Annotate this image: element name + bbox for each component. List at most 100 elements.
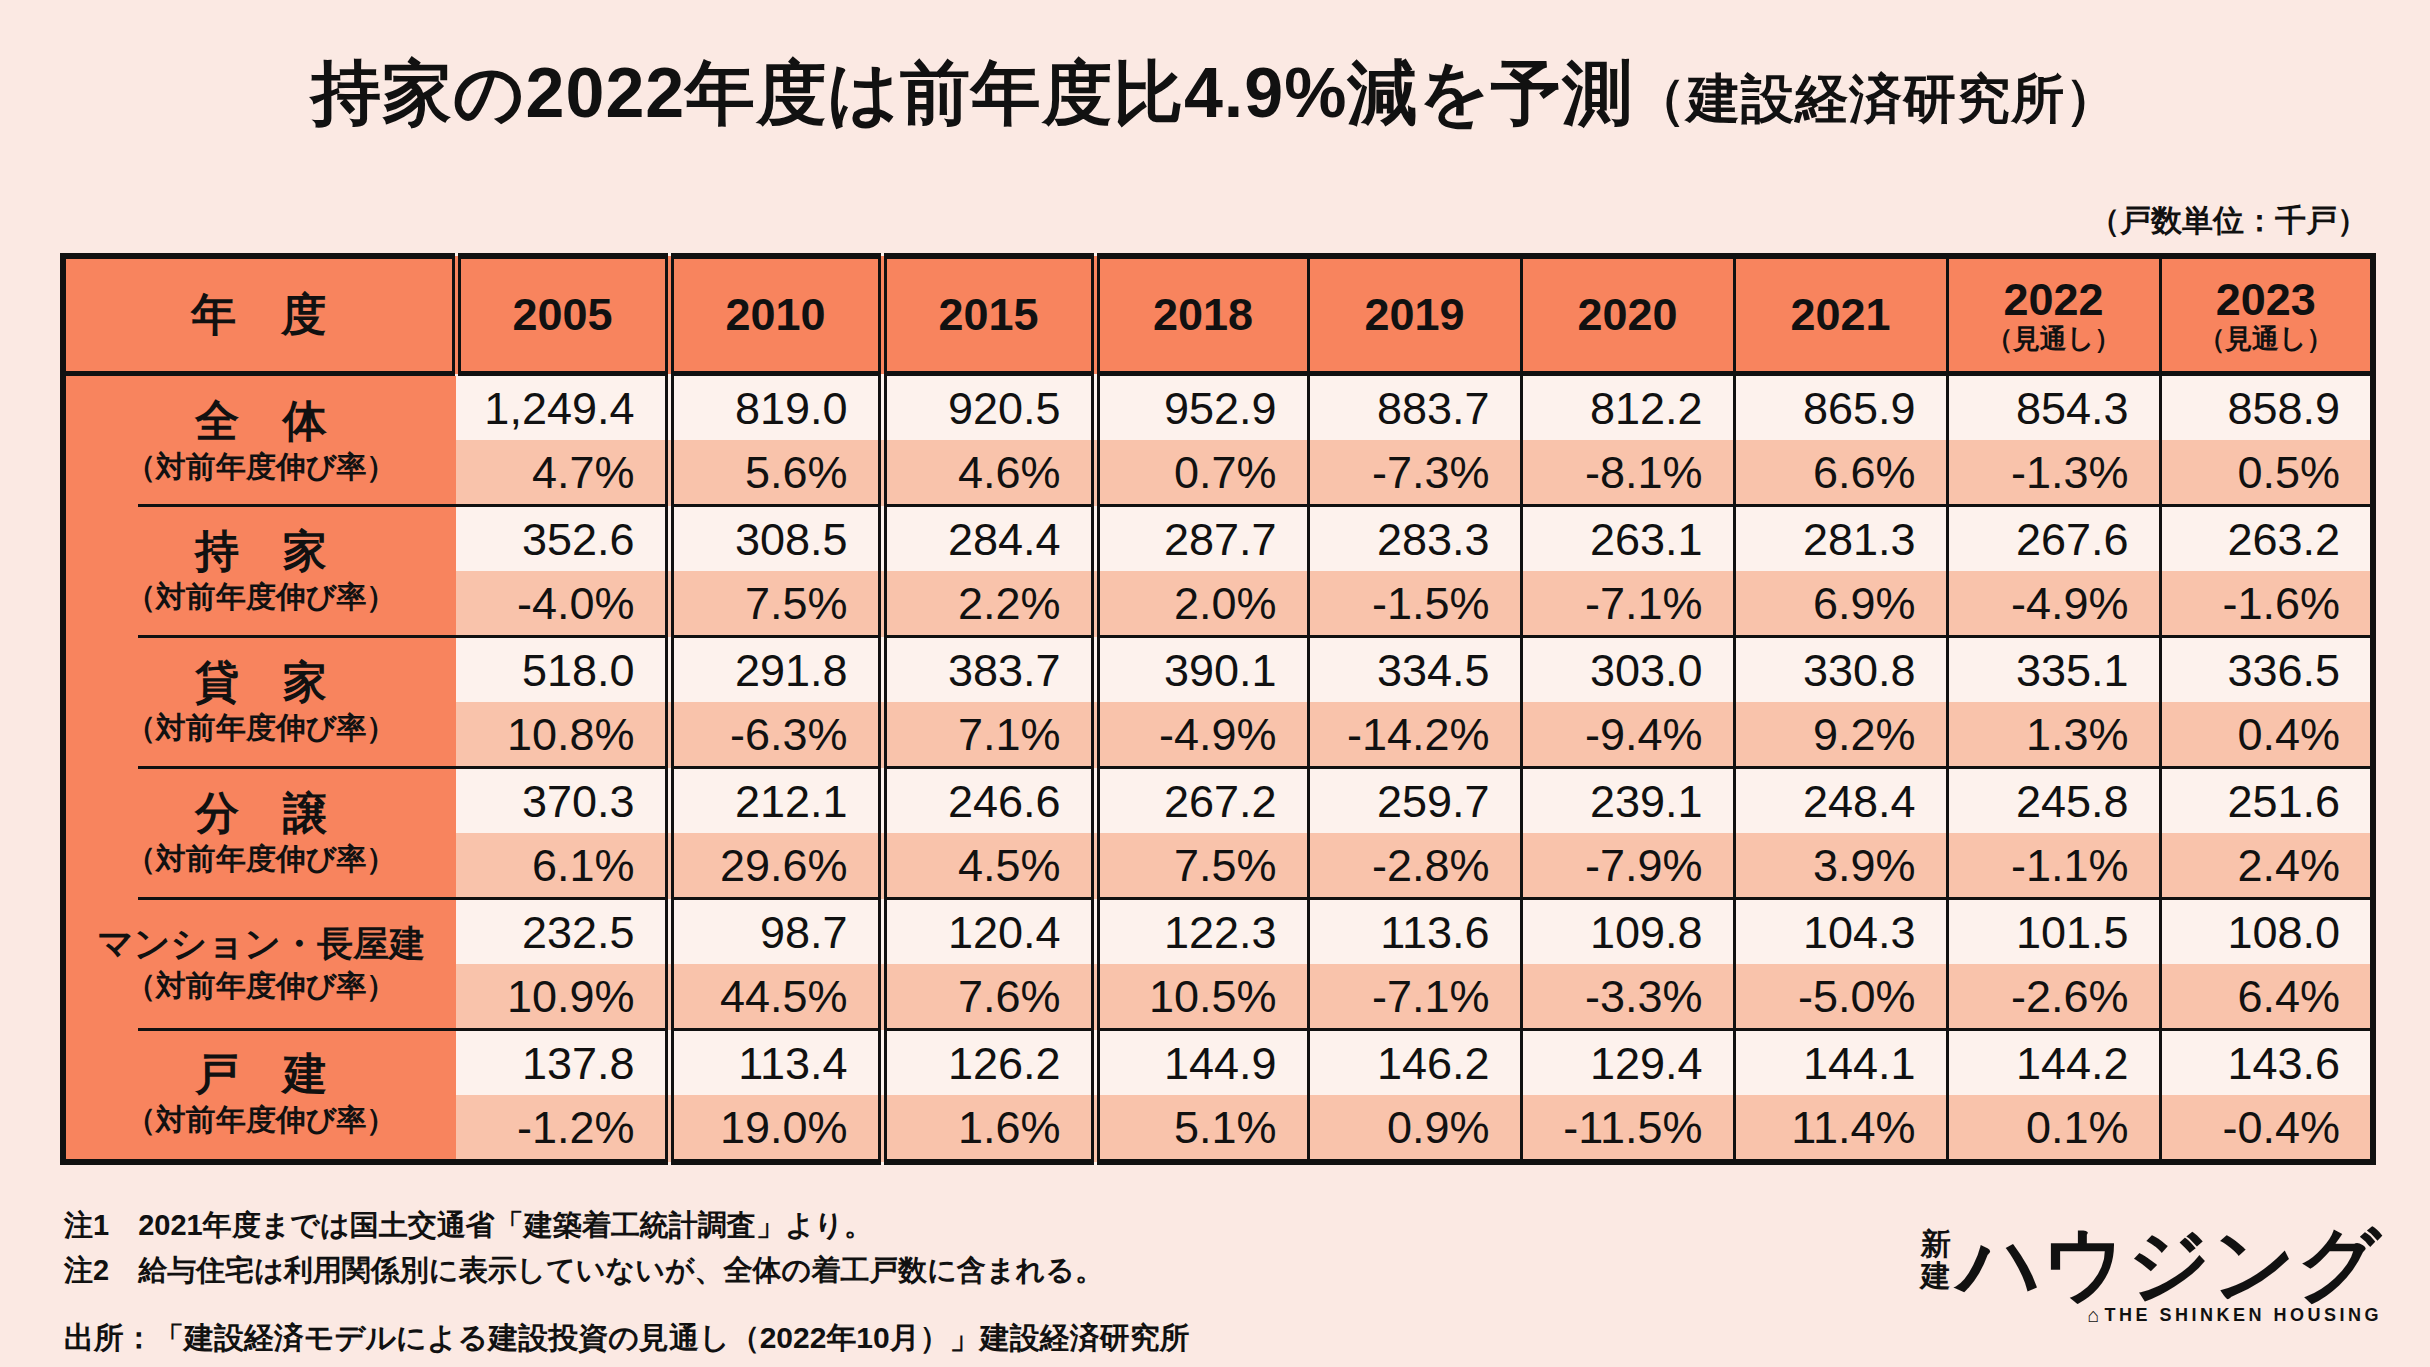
rate-cell: 44.5%	[669, 964, 882, 1030]
category-cell-4: マンション・長屋建（対前年度伸び率）	[63, 899, 456, 1030]
rate-cell: 9.2%	[1734, 702, 1947, 768]
category-cell-0: 全 体（対前年度伸び率）	[63, 374, 456, 506]
category-name: 貸 家	[66, 658, 456, 706]
value-cell: 143.6	[2160, 1030, 2373, 1096]
rate-sublabel: （対前年度伸び率）	[66, 710, 456, 746]
rate-cell: -3.3%	[1521, 964, 1734, 1030]
value-cell: 283.3	[1308, 506, 1521, 572]
value-cell: 383.7	[882, 637, 1095, 703]
value-cell: 246.6	[882, 768, 1095, 834]
rate-cell: 7.1%	[882, 702, 1095, 768]
group-row-0: 全 体（対前年度伸び率）1,249.4819.0920.5952.9883.78…	[63, 374, 2373, 441]
year-text: 2018	[1100, 291, 1307, 338]
group-row-1: 持 家（対前年度伸び率）352.6308.5284.4287.7283.3263…	[63, 506, 2373, 572]
logo-row: 新 建 ハウジング	[1920, 1226, 2382, 1301]
rate-cell: 6.1%	[456, 833, 669, 899]
rate-cell: -5.0%	[1734, 964, 1947, 1030]
rate-cell: 2.4%	[2160, 833, 2373, 899]
value-cell: 287.7	[1095, 506, 1308, 572]
value-cell: 144.9	[1095, 1030, 1308, 1096]
footnote-1: 注1 2021年度までは国土交通省「建築着工統計調査」より。	[64, 1203, 1104, 1248]
rate-cell: 4.7%	[456, 440, 669, 506]
value-cell: 854.3	[1947, 374, 2160, 441]
rate-cell: -7.3%	[1308, 440, 1521, 506]
logo-tagline-text: THE SHINKEN HOUSING	[2104, 1305, 2382, 1326]
rate-cell: -8.1%	[1521, 440, 1734, 506]
logo-wordmark: ハウジング	[1957, 1226, 2382, 1301]
page-title-main: 持家の2022年度は前年度比4.9%減を予測	[311, 54, 1633, 132]
value-cell: 281.3	[1734, 506, 1947, 572]
rate-cell: -14.2%	[1308, 702, 1521, 768]
rate-sublabel: （対前年度伸び率）	[66, 449, 456, 485]
header-year-label-text: 年 度	[66, 291, 452, 338]
header-year-2021: 2021	[1734, 256, 1947, 374]
value-cell: 232.5	[456, 899, 669, 965]
rate-cell: -1.5%	[1308, 571, 1521, 637]
rate-cell: 0.7%	[1095, 440, 1308, 506]
value-cell: 334.5	[1308, 637, 1521, 703]
value-cell: 129.4	[1521, 1030, 1734, 1096]
shinken-housing-logo: 新 建 ハウジング ⌂ THE SHINKEN HOUSING	[1920, 1226, 2382, 1327]
value-cell: 370.3	[456, 768, 669, 834]
value-cell: 352.6	[456, 506, 669, 572]
rate-cell: 5.1%	[1095, 1095, 1308, 1162]
rate-cell: -0.4%	[2160, 1095, 2373, 1162]
value-cell: 245.8	[1947, 768, 2160, 834]
rate-cell: -7.1%	[1521, 571, 1734, 637]
value-cell: 113.6	[1308, 899, 1521, 965]
rate-cell: -11.5%	[1521, 1095, 1734, 1162]
rate-cell: -7.1%	[1308, 964, 1521, 1030]
year-text: 2019	[1310, 291, 1520, 338]
rate-cell: -2.8%	[1308, 833, 1521, 899]
rate-cell: -4.9%	[1947, 571, 2160, 637]
rate-cell: -2.6%	[1947, 964, 2160, 1030]
category-cell-1: 持 家（対前年度伸び率）	[63, 506, 456, 637]
value-cell: 113.4	[669, 1030, 882, 1096]
value-cell: 858.9	[2160, 374, 2373, 441]
logo-mark-top: 新	[1920, 1228, 1950, 1260]
value-cell: 267.6	[1947, 506, 2160, 572]
value-cell: 883.7	[1308, 374, 1521, 441]
value-cell: 952.9	[1095, 374, 1308, 441]
logo-shinken-mark: 新 建	[1920, 1228, 1950, 1301]
rate-cell: 0.9%	[1308, 1095, 1521, 1162]
value-cell: 920.5	[882, 374, 1095, 441]
footnotes: 注1 2021年度までは国土交通省「建築着工統計調査」より。 注2 給与住宅は利…	[64, 1203, 1104, 1293]
value-cell: 263.2	[2160, 506, 2373, 572]
forecast-note: （見通し）	[1949, 325, 2159, 355]
rate-cell: 1.6%	[882, 1095, 1095, 1162]
rate-cell: -6.3%	[669, 702, 882, 768]
rate-cell: -4.0%	[456, 571, 669, 637]
table-header-row: 年 度20052010201520182019202020212022（見通し）…	[63, 256, 2373, 374]
rate-cell: 10.8%	[456, 702, 669, 768]
housing-starts-table-wrap: 年 度20052010201520182019202020212022（見通し）…	[60, 253, 2376, 1165]
value-cell: 259.7	[1308, 768, 1521, 834]
rate-cell: 7.5%	[669, 571, 882, 637]
rate-cell: 6.6%	[1734, 440, 1947, 506]
value-cell: 812.2	[1521, 374, 1734, 441]
value-cell: 308.5	[669, 506, 882, 572]
value-cell: 146.2	[1308, 1030, 1521, 1096]
logo-mark-bottom: 建	[1920, 1260, 1950, 1292]
value-cell: 390.1	[1095, 637, 1308, 703]
year-text: 2021	[1736, 291, 1946, 338]
rate-cell: -1.3%	[1947, 440, 2160, 506]
group-row-2: 貸 家（対前年度伸び率）518.0291.8383.7390.1334.5303…	[63, 637, 2373, 703]
category-cell-5: 戸 建（対前年度伸び率）	[63, 1030, 456, 1163]
value-cell: 335.1	[1947, 637, 2160, 703]
unit-note: （戸数単位：千戸）	[2089, 200, 2368, 242]
rate-cell: 29.6%	[669, 833, 882, 899]
rate-cell: -1.2%	[456, 1095, 669, 1162]
header-year-2015: 2015	[882, 256, 1095, 374]
value-cell: 109.8	[1521, 899, 1734, 965]
header-year-2020: 2020	[1521, 256, 1734, 374]
header-year-2018: 2018	[1095, 256, 1308, 374]
rate-cell: -4.9%	[1095, 702, 1308, 768]
year-text: 2023	[2162, 276, 2371, 323]
rate-cell: 11.4%	[1734, 1095, 1947, 1162]
value-cell: 212.1	[669, 768, 882, 834]
header-year-2010: 2010	[669, 256, 882, 374]
value-cell: 108.0	[2160, 899, 2373, 965]
rate-sublabel: （対前年度伸び率）	[66, 1102, 456, 1138]
rate-cell: 2.0%	[1095, 571, 1308, 637]
